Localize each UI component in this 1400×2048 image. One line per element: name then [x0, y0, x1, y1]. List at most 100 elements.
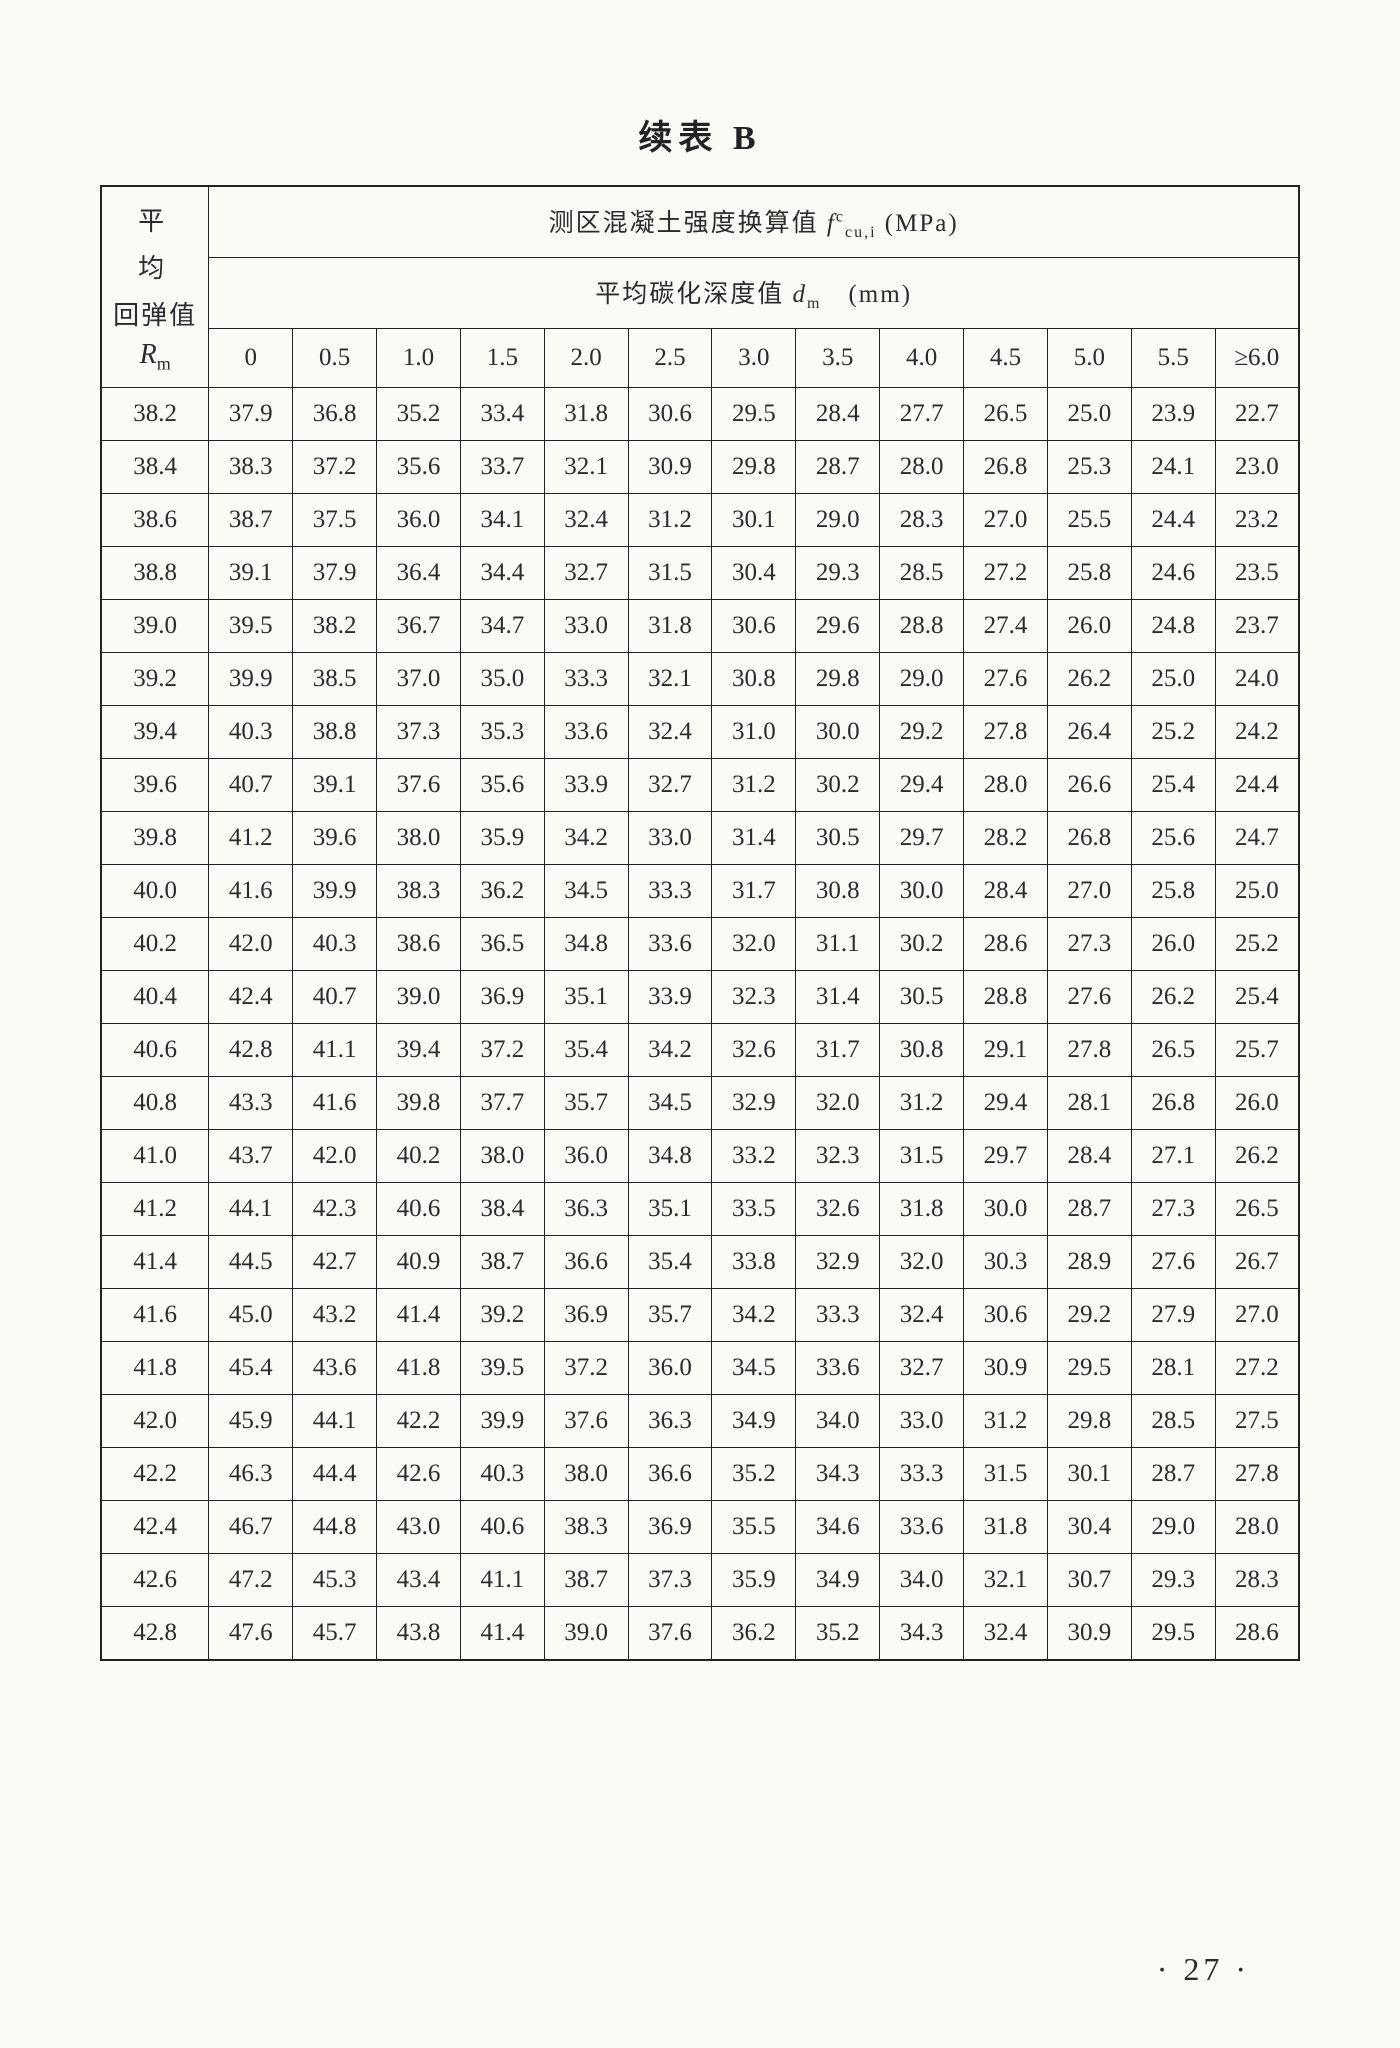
value-cell: 36.0: [377, 493, 461, 546]
value-cell: 41.6: [293, 1076, 377, 1129]
value-cell: 23.2: [1215, 493, 1299, 546]
value-cell: 26.0: [1215, 1076, 1299, 1129]
data-table: 平 均 回弹值 Rm 测区混凝土强度换算值 fccu,i (MPa) 平均碳化深…: [100, 185, 1300, 1661]
value-cell: 37.6: [377, 758, 461, 811]
depth-columns-row: 00.51.01.52.02.53.03.54.04.55.05.5≥6.0: [101, 329, 1299, 388]
value-cell: 44.1: [293, 1394, 377, 1447]
value-cell: 34.0: [796, 1394, 880, 1447]
value-cell: 26.0: [1131, 917, 1215, 970]
value-cell: 47.6: [209, 1606, 293, 1660]
table-row: 39.640.739.137.635.633.932.731.230.229.4…: [101, 758, 1299, 811]
rm-cell: 39.0: [101, 599, 209, 652]
depth-header: 平均碳化深度值 dm (mm): [209, 258, 1299, 329]
rm-cell: 40.0: [101, 864, 209, 917]
value-cell: 27.7: [880, 387, 964, 440]
value-cell: 29.1: [964, 1023, 1048, 1076]
value-cell: 28.1: [1131, 1341, 1215, 1394]
value-cell: 31.2: [712, 758, 796, 811]
value-cell: 31.5: [964, 1447, 1048, 1500]
value-cell: 26.5: [964, 387, 1048, 440]
value-cell: 33.8: [712, 1235, 796, 1288]
value-cell: 35.3: [460, 705, 544, 758]
value-cell: 43.3: [209, 1076, 293, 1129]
value-cell: 34.2: [712, 1288, 796, 1341]
value-cell: 44.5: [209, 1235, 293, 1288]
value-cell: 28.6: [1215, 1606, 1299, 1660]
value-cell: 32.1: [964, 1553, 1048, 1606]
value-cell: 28.3: [1215, 1553, 1299, 1606]
table-row: 38.638.737.536.034.132.431.230.129.028.3…: [101, 493, 1299, 546]
value-cell: 27.6: [1131, 1235, 1215, 1288]
value-cell: 35.1: [544, 970, 628, 1023]
value-cell: 33.6: [880, 1500, 964, 1553]
value-cell: 35.6: [460, 758, 544, 811]
value-cell: 30.1: [712, 493, 796, 546]
value-cell: 33.4: [460, 387, 544, 440]
value-cell: 33.7: [460, 440, 544, 493]
value-cell: 42.4: [209, 970, 293, 1023]
value-cell: 28.7: [1047, 1182, 1131, 1235]
value-cell: 43.7: [209, 1129, 293, 1182]
rm-cell: 38.4: [101, 440, 209, 493]
value-cell: 35.7: [544, 1076, 628, 1129]
value-cell: 31.2: [628, 493, 712, 546]
value-cell: 35.4: [628, 1235, 712, 1288]
value-cell: 32.4: [964, 1606, 1048, 1660]
value-cell: 32.4: [544, 493, 628, 546]
page: 续表 B 平 均 回弹值 Rm 测区混凝土强度换算值 fccu,i (MPa): [0, 0, 1400, 2048]
value-cell: 31.5: [628, 546, 712, 599]
value-cell: 28.0: [964, 758, 1048, 811]
value-cell: 27.8: [1047, 1023, 1131, 1076]
value-cell: 29.7: [964, 1129, 1048, 1182]
value-cell: 36.2: [712, 1606, 796, 1660]
value-cell: 31.5: [880, 1129, 964, 1182]
value-cell: 23.7: [1215, 599, 1299, 652]
table-row: 41.244.142.340.638.436.335.133.532.631.8…: [101, 1182, 1299, 1235]
value-cell: 31.8: [544, 387, 628, 440]
rm-cell: 40.4: [101, 970, 209, 1023]
page-number: · 27 ·: [1157, 1951, 1250, 1988]
rm-symbol: Rm: [106, 339, 204, 375]
value-cell: 25.7: [1215, 1023, 1299, 1076]
value-cell: 25.8: [1047, 546, 1131, 599]
value-cell: 35.2: [377, 387, 461, 440]
value-cell: 38.0: [544, 1447, 628, 1500]
value-cell: 41.6: [209, 864, 293, 917]
rm-header: 平 均 回弹值 Rm: [101, 186, 209, 387]
value-cell: 23.5: [1215, 546, 1299, 599]
value-cell: 33.6: [796, 1341, 880, 1394]
value-cell: 32.0: [712, 917, 796, 970]
value-cell: 40.3: [209, 705, 293, 758]
value-cell: 34.6: [796, 1500, 880, 1553]
value-cell: 34.8: [628, 1129, 712, 1182]
value-cell: 30.6: [712, 599, 796, 652]
value-cell: 32.7: [628, 758, 712, 811]
value-cell: 38.0: [377, 811, 461, 864]
value-cell: 26.2: [1047, 652, 1131, 705]
value-cell: 33.6: [628, 917, 712, 970]
value-cell: 24.4: [1131, 493, 1215, 546]
value-cell: 26.0: [1047, 599, 1131, 652]
value-cell: 39.0: [377, 970, 461, 1023]
value-cell: 28.7: [796, 440, 880, 493]
value-cell: 33.0: [544, 599, 628, 652]
value-cell: 29.5: [712, 387, 796, 440]
value-cell: 25.6: [1131, 811, 1215, 864]
value-cell: 29.4: [880, 758, 964, 811]
table-row: 40.843.341.639.837.735.734.532.932.031.2…: [101, 1076, 1299, 1129]
table-row: 42.045.944.142.239.937.636.334.934.033.0…: [101, 1394, 1299, 1447]
rm-cell: 41.8: [101, 1341, 209, 1394]
table-row: 41.645.043.241.439.236.935.734.233.332.4…: [101, 1288, 1299, 1341]
value-cell: 42.2: [377, 1394, 461, 1447]
value-cell: 36.0: [628, 1341, 712, 1394]
value-cell: 28.5: [1131, 1394, 1215, 1447]
value-cell: 38.2: [293, 599, 377, 652]
depth-col-12: ≥6.0: [1215, 329, 1299, 388]
table-title: 续表 B: [100, 110, 1300, 159]
value-cell: 43.4: [377, 1553, 461, 1606]
value-cell: 30.2: [796, 758, 880, 811]
value-cell: 38.5: [293, 652, 377, 705]
value-cell: 26.2: [1131, 970, 1215, 1023]
value-cell: 40.6: [460, 1500, 544, 1553]
value-cell: 31.2: [964, 1394, 1048, 1447]
